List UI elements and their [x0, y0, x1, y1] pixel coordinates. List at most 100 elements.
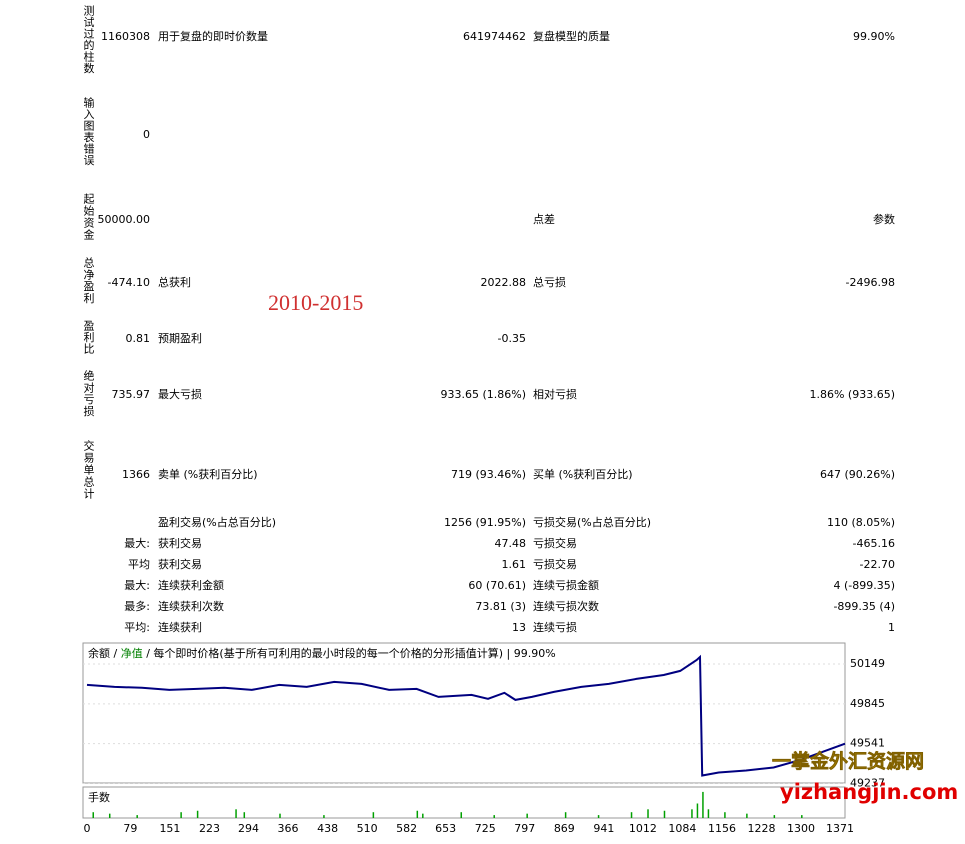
- volume-bar: [180, 812, 182, 818]
- legend-entry: 余额: [88, 646, 110, 660]
- chart-header: 余额 / 净值 / 每个即时价格(基于所有可利用的最小时段的每一个价格的分形插值…: [88, 646, 556, 660]
- row-value: -474.10: [107, 276, 150, 289]
- stat-label: 连续亏损金额: [533, 579, 599, 592]
- x-tick-label: 151: [159, 822, 180, 835]
- volume-bar: [416, 810, 419, 818]
- volume-bar: [422, 813, 424, 818]
- stat-label: 总获利: [158, 276, 191, 289]
- stat-label: 获利交易: [158, 558, 202, 571]
- x-tick-label: 941: [593, 822, 614, 835]
- volume-bar: [108, 813, 111, 818]
- volume-bar: [691, 809, 693, 818]
- stat-label: 连续获利次数: [158, 600, 224, 613]
- volume-bar: [526, 813, 528, 818]
- stat-label: 亏损交易: [533, 537, 577, 550]
- stat-value: 13: [512, 621, 526, 634]
- stat-value: 110 (8.05%): [826, 516, 895, 529]
- volume-bar: [630, 812, 633, 818]
- x-tick-label: 79: [123, 822, 137, 835]
- volume-bar: [597, 815, 600, 818]
- volume-bar: [235, 809, 237, 818]
- stat-label: 连续获利: [158, 621, 202, 634]
- stat-value: 647 (90.26%): [819, 468, 895, 481]
- y-tick-label: 49845: [850, 697, 885, 710]
- stat-value: 73.81 (3): [475, 600, 526, 613]
- row-label: 输入图表错误: [82, 97, 95, 166]
- volume-bar: [243, 812, 246, 818]
- stat-prefix: 最多:: [124, 600, 150, 613]
- watermark: yizhangjin.com: [780, 780, 958, 804]
- separator: /: [143, 647, 154, 660]
- x-tick-label: 1300: [787, 822, 815, 835]
- row-value: 1366: [122, 468, 150, 481]
- row-value: 1160308: [101, 30, 150, 43]
- x-tick-label: 1228: [748, 822, 776, 835]
- stat-label: 相对亏损: [533, 388, 577, 401]
- stat-label: 亏损交易: [533, 558, 577, 571]
- chart-frame: [82, 642, 846, 784]
- stat-value: 641974462: [463, 30, 526, 43]
- stat-value: 60 (70.61): [468, 579, 526, 592]
- volume-bar: [372, 812, 375, 818]
- stat-label: 最大亏损: [158, 388, 202, 401]
- row-value: 735.97: [111, 388, 151, 401]
- volume-bar: [196, 810, 199, 818]
- separator: /: [110, 647, 121, 660]
- stat-label: 连续亏损: [533, 621, 577, 634]
- x-tick-label: 1156: [708, 822, 736, 835]
- x-tick-label: 1371: [826, 822, 854, 835]
- x-tick-label: 438: [317, 822, 338, 835]
- volume-bar: [460, 812, 463, 818]
- volume-bar: [663, 810, 666, 818]
- stat-value: 4 (-899.35): [833, 579, 895, 592]
- volume-bar: [136, 815, 138, 818]
- stat-prefix: 平均:: [124, 621, 150, 634]
- volume-bar: [323, 815, 325, 818]
- stat-value: 2022.88: [480, 276, 527, 289]
- stat-value: 1: [888, 621, 895, 634]
- stat-label: 买单 (%获利百分比): [533, 468, 633, 481]
- chart-quality: 99.90%: [514, 647, 556, 660]
- row-value: 0: [143, 128, 150, 141]
- stat-label: 亏损交易(%占总百分比): [533, 516, 652, 529]
- stat-label: 连续亏损次数: [533, 600, 599, 613]
- stat-label: 复盘模型的质量: [533, 30, 610, 43]
- stat-label: 获利交易: [158, 537, 202, 550]
- stat-value: 1.86% (933.65): [809, 388, 895, 401]
- stat-value: 99.90%: [853, 30, 895, 43]
- row-label: 盈利比: [82, 320, 95, 354]
- row-value: 0.81: [125, 332, 151, 345]
- x-tick-label: 869: [554, 822, 575, 835]
- stat-value: 参数: [873, 213, 895, 226]
- annotation: 2010-2015: [268, 290, 364, 315]
- x-tick-label: 582: [396, 822, 417, 835]
- volume-bar: [92, 812, 94, 818]
- volume-bar: [801, 815, 803, 818]
- row-label: 绝对亏损: [82, 370, 95, 417]
- stat-value: -0.35: [497, 332, 526, 345]
- legend-entry: 净值: [121, 646, 143, 660]
- stat-value: -465.16: [852, 537, 895, 550]
- x-tick-label: 223: [199, 822, 220, 835]
- stat-prefix: 最大:: [124, 537, 150, 550]
- stat-value: 933.65 (1.86%): [440, 388, 526, 401]
- stat-value: 47.48: [494, 537, 527, 550]
- chart-subtitle: 每个即时价格(基于所有可利用的最小时段的每一个价格的分形插值计算): [153, 646, 503, 660]
- y-tick-label: 49541: [850, 737, 885, 750]
- stat-label: 连续获利金额: [158, 579, 224, 592]
- stat-value: -22.70: [859, 558, 895, 571]
- stat-value: -2496.98: [845, 276, 895, 289]
- watermark: 一掌金外汇资源网: [772, 750, 924, 773]
- x-tick-label: 1012: [629, 822, 657, 835]
- x-tick-label: 725: [475, 822, 496, 835]
- x-tick-label: 1084: [668, 822, 696, 835]
- stat-label: 点差: [533, 213, 555, 226]
- x-tick-label: 510: [357, 822, 378, 835]
- row-label: 测试过的柱数: [82, 5, 95, 74]
- stat-value: 1256 (91.95%): [443, 516, 526, 529]
- volume-bar: [707, 809, 710, 818]
- x-tick-label: 366: [278, 822, 299, 835]
- series-line: [86, 654, 846, 777]
